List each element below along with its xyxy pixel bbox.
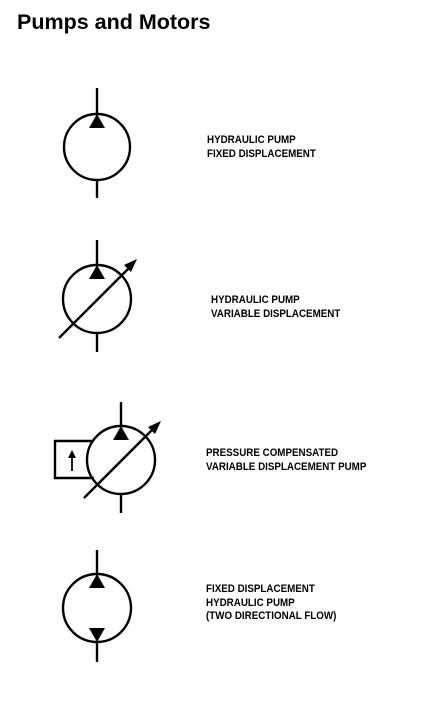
flow-direction-triangle-down bbox=[89, 628, 105, 642]
label-line: HYDRAULIC PUMP bbox=[206, 596, 295, 609]
label-line: HYDRAULIC PUMP bbox=[211, 294, 300, 306]
flow-direction-triangle-up bbox=[89, 574, 105, 588]
flow-direction-triangle bbox=[89, 265, 105, 279]
compensator-arrow-head bbox=[68, 450, 76, 458]
label-line: VARIABLE DISPLACEMENT bbox=[211, 307, 341, 320]
label-pressure-compensated-pump: PRESSURE COMPENSATED VARIABLE DISPLACEME… bbox=[206, 447, 366, 474]
label-line: VARIABLE DISPLACEMENT PUMP bbox=[206, 460, 367, 473]
compensator-box bbox=[53, 439, 94, 480]
label-line: FIXED DISPLACEMENT bbox=[207, 147, 316, 160]
label-line: FIXED DISPLACEMENT bbox=[206, 583, 315, 595]
pressure-compensated-variable-displacement-pump-icon bbox=[53, 402, 161, 513]
label-hydraulic-pump-variable: HYDRAULIC PUMP VARIABLE DISPLACEMENT bbox=[211, 294, 340, 321]
hydraulic-pump-fixed-displacement-icon bbox=[62, 88, 132, 198]
variable-arrow-line bbox=[58, 265, 132, 339]
bidirectional-fixed-displacement-pump-icon bbox=[61, 550, 133, 662]
label-bidirectional-fixed-pump: FIXED DISPLACEMENT HYDRAULIC PUMP (TWO D… bbox=[206, 583, 336, 624]
page-title: Pumps and Motors bbox=[17, 10, 211, 34]
label-hydraulic-pump-fixed: HYDRAULIC PUMP FIXED DISPLACEMENT bbox=[207, 134, 316, 161]
variable-arrow-head bbox=[148, 421, 161, 434]
flow-direction-triangle bbox=[113, 426, 129, 440]
label-line: PRESSURE COMPENSATED bbox=[206, 447, 339, 459]
flow-direction-triangle bbox=[89, 114, 105, 128]
variable-arrow-head bbox=[124, 259, 137, 272]
hydraulic-pump-variable-displacement-icon bbox=[58, 240, 137, 352]
label-line: (TWO DIRECTIONAL FLOW) bbox=[206, 610, 337, 622]
label-line: HYDRAULIC PUMP bbox=[207, 134, 296, 146]
variable-arrow-line bbox=[83, 427, 155, 499]
